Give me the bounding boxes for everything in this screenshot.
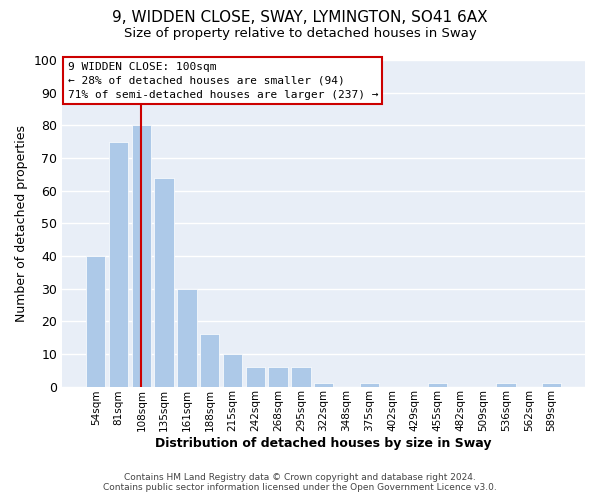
Text: Size of property relative to detached houses in Sway: Size of property relative to detached ho… [124,28,476,40]
Text: 9 WIDDEN CLOSE: 100sqm
← 28% of detached houses are smaller (94)
71% of semi-det: 9 WIDDEN CLOSE: 100sqm ← 28% of detached… [68,62,378,100]
Text: 9, WIDDEN CLOSE, SWAY, LYMINGTON, SO41 6AX: 9, WIDDEN CLOSE, SWAY, LYMINGTON, SO41 6… [112,10,488,25]
Bar [496,384,515,386]
X-axis label: Distribution of detached houses by size in Sway: Distribution of detached houses by size … [155,437,492,450]
Bar [200,334,220,386]
Bar [314,384,334,386]
Bar [154,178,174,386]
Text: Contains HM Land Registry data © Crown copyright and database right 2024.
Contai: Contains HM Land Registry data © Crown c… [103,473,497,492]
Bar [131,126,151,386]
Bar [223,354,242,386]
Bar [245,367,265,386]
Y-axis label: Number of detached properties: Number of detached properties [15,125,28,322]
Bar [86,256,106,386]
Bar [291,367,311,386]
Bar [359,384,379,386]
Bar [109,142,128,386]
Bar [177,288,197,386]
Bar [542,384,561,386]
Bar [428,384,447,386]
Bar [268,367,288,386]
